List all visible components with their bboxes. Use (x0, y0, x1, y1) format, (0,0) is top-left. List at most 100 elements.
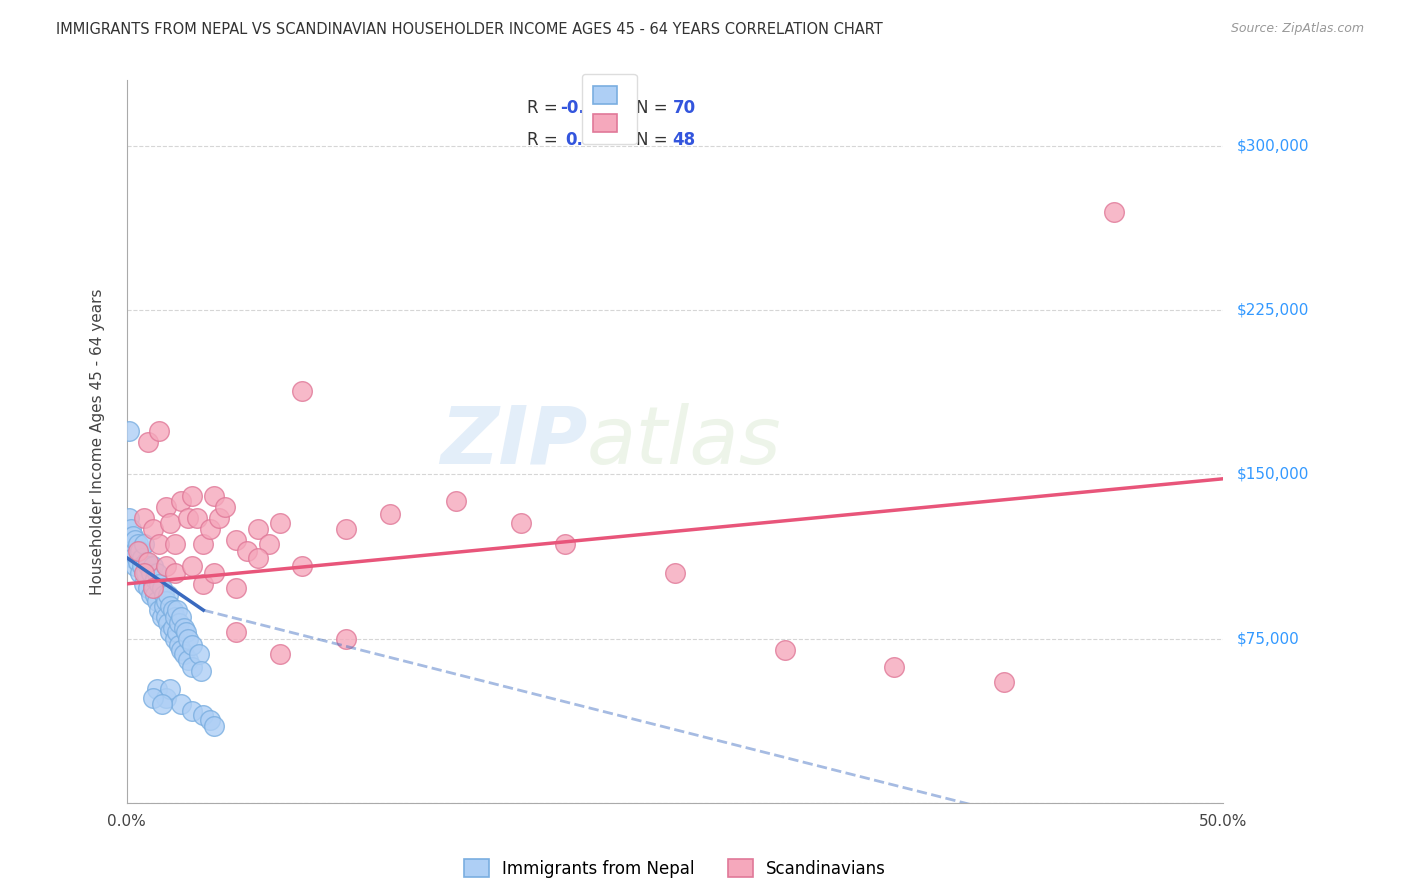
Point (163, 632, 186, 646)
Point (132, 577, 155, 591)
Point (291, 384, 314, 399)
Point (148, 603, 170, 617)
Point (1102, 204, 1125, 219)
Point (146, 594, 169, 608)
Point (122, 550, 145, 565)
Point (150, 698, 173, 712)
Point (193, 708, 215, 723)
Point (122, 529, 145, 543)
Point (120, 522, 142, 536)
Point (174, 625, 197, 640)
Text: atlas: atlas (588, 402, 782, 481)
Point (335, 522, 357, 536)
Point (186, 511, 208, 525)
Point (135, 566, 157, 580)
Point (181, 638, 204, 652)
Point (166, 625, 188, 640)
Point (173, 621, 195, 635)
Point (143, 588, 166, 602)
Point (131, 550, 153, 565)
Point (554, 537, 576, 551)
Point (146, 681, 169, 696)
Point (142, 559, 165, 574)
Point (208, 511, 231, 525)
Point (150, 609, 173, 624)
Point (157, 616, 180, 631)
Point (181, 489, 204, 503)
Point (193, 537, 215, 551)
Point (193, 577, 215, 591)
Point (146, 566, 169, 580)
Point (132, 537, 155, 551)
Point (247, 522, 270, 536)
Point (335, 632, 357, 646)
Point (202, 719, 225, 733)
Text: -0.288: -0.288 (560, 99, 619, 117)
Point (163, 537, 186, 551)
Y-axis label: Householder Income Ages 45 - 64 years: Householder Income Ages 45 - 64 years (90, 288, 105, 595)
Text: 0.238: 0.238 (565, 130, 617, 149)
Point (167, 616, 190, 631)
Point (159, 599, 181, 613)
Point (148, 537, 170, 551)
Point (190, 665, 212, 679)
Text: N =: N = (637, 130, 673, 149)
Point (198, 522, 221, 536)
Point (173, 647, 195, 661)
Text: IMMIGRANTS FROM NEPAL VS SCANDINAVIAN HOUSEHOLDER INCOME AGES 45 - 64 YEARS CORR: IMMIGRANTS FROM NEPAL VS SCANDINAVIAN HO… (56, 22, 883, 37)
Point (236, 544, 259, 558)
Point (225, 533, 247, 547)
Point (257, 537, 280, 551)
Point (128, 544, 150, 558)
Point (269, 647, 291, 661)
Text: 48: 48 (672, 130, 696, 149)
Point (198, 713, 221, 727)
Point (170, 698, 193, 712)
Point (177, 653, 200, 667)
Point (202, 489, 225, 503)
Point (159, 625, 181, 640)
Point (118, 511, 141, 525)
Text: R =: R = (527, 130, 562, 149)
Point (127, 544, 149, 558)
Point (269, 516, 291, 530)
Point (153, 588, 176, 602)
Point (142, 577, 165, 591)
Point (510, 516, 533, 530)
Point (291, 559, 314, 574)
Point (214, 500, 236, 515)
Point (135, 555, 157, 569)
Point (159, 516, 181, 530)
Text: Source: ZipAtlas.com: Source: ZipAtlas.com (1230, 22, 1364, 36)
Text: $225,000: $225,000 (1237, 302, 1309, 318)
Point (118, 424, 141, 438)
Point (142, 690, 165, 705)
Point (150, 581, 173, 595)
Point (225, 625, 247, 640)
Point (143, 573, 166, 587)
Point (225, 581, 247, 595)
Point (993, 675, 1015, 690)
Text: 70: 70 (672, 99, 696, 117)
Point (170, 493, 193, 508)
Point (177, 632, 200, 646)
Point (157, 588, 180, 602)
Point (127, 537, 149, 551)
Point (155, 690, 177, 705)
Point (138, 559, 160, 574)
Point (883, 660, 905, 674)
Point (138, 555, 160, 569)
Point (148, 577, 170, 591)
Point (124, 559, 146, 574)
Point (142, 581, 165, 595)
Point (162, 603, 184, 617)
Point (138, 581, 160, 595)
Point (170, 642, 193, 657)
Point (166, 603, 188, 617)
Point (773, 642, 796, 657)
Point (181, 559, 204, 574)
Point (664, 566, 686, 580)
Point (187, 647, 209, 661)
Point (155, 594, 177, 608)
Point (163, 609, 186, 624)
